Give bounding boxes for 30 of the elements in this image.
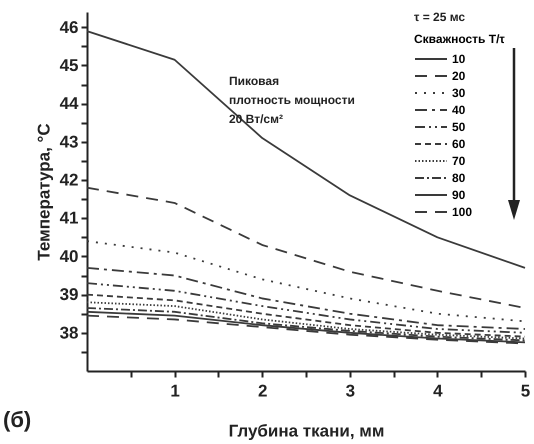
y-tick-label: 43	[60, 132, 78, 152]
y-tick-label: 41	[60, 208, 78, 228]
x-tick-label: 1	[170, 382, 180, 400]
y-tick-label: 46	[60, 18, 78, 37]
y-tick-label: 44	[60, 94, 80, 114]
legend-label: 60	[452, 137, 466, 151]
legend-label: 100	[452, 205, 472, 219]
y-tick-label: 38	[60, 323, 78, 342]
legend-label: 40	[452, 103, 466, 117]
text: (б)	[3, 407, 32, 432]
legend-label: 10	[452, 52, 466, 66]
y-tick-label: 39	[60, 285, 78, 304]
y-tick-label: 45	[60, 56, 78, 75]
legend-label: 30	[452, 86, 466, 100]
legend-label: 80	[452, 171, 466, 185]
x-tick-label: 5	[520, 382, 530, 400]
annotation: Пиковая плотность мощности 20 Вт/см²	[229, 74, 355, 126]
x-tick-label: 3	[346, 382, 356, 400]
legend-label: 50	[452, 120, 466, 134]
x-tick-label: 4	[433, 382, 444, 400]
y-axis-title: Температура, °C	[34, 123, 54, 261]
annotation: τ = 25 мс	[414, 10, 466, 24]
x-tick-label: 2	[258, 382, 268, 400]
legend-label: 70	[452, 154, 466, 168]
x-axis-title: Глубина ткани, мм	[228, 422, 384, 440]
legend-label: 90	[452, 188, 466, 202]
legend-title: Скважность T/τ	[414, 32, 506, 46]
legend-label: 20	[452, 69, 466, 83]
y-tick-label: 40	[60, 246, 78, 266]
y-tick-label: 42	[60, 170, 78, 190]
